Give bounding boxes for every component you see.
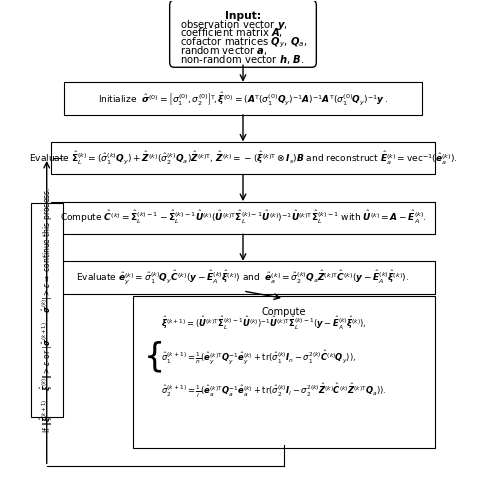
FancyBboxPatch shape [64, 82, 422, 114]
FancyBboxPatch shape [51, 261, 435, 294]
Text: $\hat{\sigma}_1^{(k+1)} = \frac{1}{n}(\hat{\boldsymbol{e}}_y^{(k)\rm T}\boldsymb: $\hat{\sigma}_1^{(k+1)} = \frac{1}{n}(\h… [161, 348, 356, 366]
FancyBboxPatch shape [51, 142, 435, 174]
FancyBboxPatch shape [170, 0, 316, 68]
Text: Initialize  $\hat{\boldsymbol{\sigma}}^{(0)} = \left[\sigma_1^{(0)}, \sigma_2^{(: Initialize $\hat{\boldsymbol{\sigma}}^{(… [98, 90, 388, 106]
Text: cofactor matrices $\boldsymbol{Q}_y$, $\boldsymbol{Q}_a$,: cofactor matrices $\boldsymbol{Q}_y$, $\… [180, 36, 308, 50]
Text: Compute: Compute [262, 308, 306, 318]
FancyBboxPatch shape [133, 296, 435, 448]
Text: Evaluate $\hat{\boldsymbol{e}}_y^{(k)} = \hat{\sigma}_1^{(k)}\boldsymbol{Q}_y\ha: Evaluate $\hat{\boldsymbol{e}}_y^{(k)} =… [76, 268, 410, 286]
Text: non-random vector $\boldsymbol{h}$, $\boldsymbol{B}$.: non-random vector $\boldsymbol{h}$, $\bo… [180, 54, 305, 66]
Text: Evaluate $\hat{\boldsymbol{\Sigma}}_L^{(k)} = (\hat{\sigma}_1^{(k)}\boldsymbol{Q: Evaluate $\hat{\boldsymbol{\Sigma}}_L^{(… [29, 150, 457, 166]
Text: observation vector $\boldsymbol{y}$,: observation vector $\boldsymbol{y}$, [180, 18, 288, 32]
Text: $\hat{\boldsymbol{\xi}}^{(k+1)} = (\hat{\boldsymbol{U}}^{(k)\rm T}\hat{\boldsymb: $\hat{\boldsymbol{\xi}}^{(k+1)} = (\hat{… [161, 315, 367, 332]
Text: $\hat{\sigma}_2^{(k+1)} = \frac{1}{l}(\hat{\boldsymbol{e}}_a^{(k)\rm T}\boldsymb: $\hat{\sigma}_2^{(k+1)} = \frac{1}{l}(\h… [161, 382, 386, 400]
Text: Compute $\hat{\boldsymbol{C}}^{(k)} = \hat{\boldsymbol{\Sigma}}_L^{(k)-1} - \hat: Compute $\hat{\boldsymbol{C}}^{(k)} = \h… [60, 209, 426, 226]
Text: random vector $\boldsymbol{a}$,: random vector $\boldsymbol{a}$, [180, 44, 268, 58]
Text: If $\|\hat{\boldsymbol{\xi}}^{(k+1)} - \hat{\boldsymbol{\xi}}^{(k)}\| > \varepsi: If $\|\hat{\boldsymbol{\xi}}^{(k+1)} - \… [38, 186, 55, 433]
Text: {: { [144, 340, 165, 374]
FancyBboxPatch shape [51, 202, 435, 234]
FancyBboxPatch shape [31, 203, 63, 416]
Text: coefficient matrix $\boldsymbol{A}$,: coefficient matrix $\boldsymbol{A}$, [180, 26, 283, 40]
Text: Input:: Input: [225, 11, 261, 21]
